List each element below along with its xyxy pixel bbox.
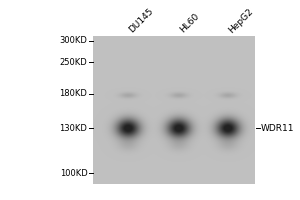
Text: HL60: HL60: [178, 12, 201, 35]
Text: 250KD: 250KD: [60, 58, 87, 67]
Text: 130KD: 130KD: [59, 124, 87, 133]
Text: HepG2: HepG2: [227, 7, 255, 35]
Text: 100KD: 100KD: [60, 169, 87, 178]
Text: WDR11: WDR11: [261, 124, 294, 133]
Bar: [93, 37, 255, 184]
Text: 180KD: 180KD: [59, 89, 87, 98]
Text: 300KD: 300KD: [59, 36, 87, 45]
Text: DU145: DU145: [127, 7, 155, 35]
